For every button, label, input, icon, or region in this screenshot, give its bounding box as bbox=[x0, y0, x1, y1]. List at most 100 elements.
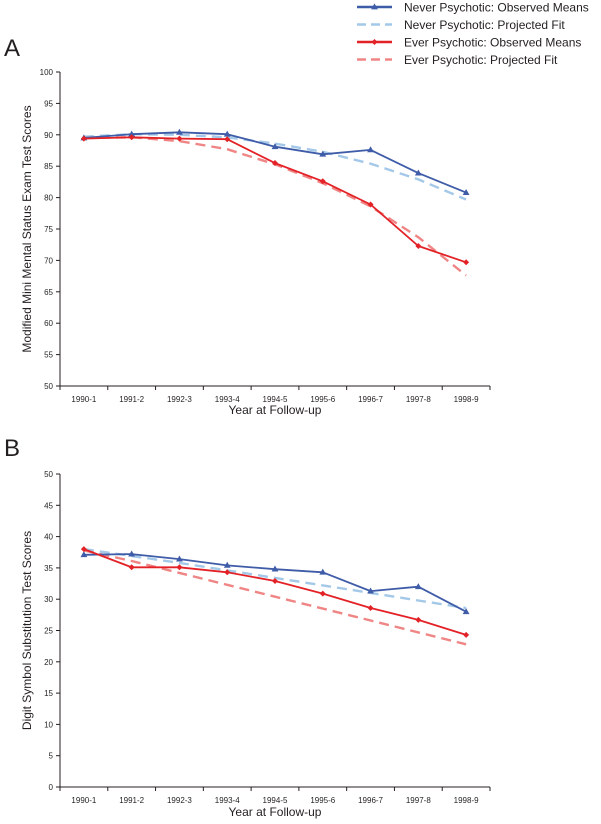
y-tick-label: 85 bbox=[44, 162, 53, 171]
data-point bbox=[80, 546, 87, 553]
y-tick-label: 70 bbox=[44, 256, 53, 265]
legend-label: Never Psychotic: Projected Fit bbox=[404, 18, 565, 32]
legend-label: Ever Psychotic: Projected Fit bbox=[404, 53, 558, 67]
x-tick-label: 1991-2 bbox=[119, 395, 144, 404]
x-axis-title: Year at Follow-up bbox=[229, 403, 322, 417]
y-tick-label: 45 bbox=[44, 501, 53, 510]
series-ever-psychotic-observed-means bbox=[80, 546, 470, 638]
y-tick-label: 75 bbox=[44, 225, 53, 234]
data-point bbox=[414, 169, 422, 176]
x-tick-label: 1997-8 bbox=[406, 395, 431, 404]
data-point bbox=[367, 146, 374, 153]
x-tick-label: 1997-8 bbox=[406, 796, 431, 805]
y-axis-title: Digit Symbol Substitution Test Scores bbox=[20, 531, 34, 730]
series-ever-psychotic-observed-means bbox=[80, 134, 470, 266]
series-never-psychotic-projected-fit bbox=[83, 132, 467, 201]
series-line bbox=[83, 548, 467, 636]
y-tick-label: 30 bbox=[44, 595, 53, 604]
y-tick-label: 60 bbox=[44, 319, 53, 328]
x-tick-label: 1998-9 bbox=[454, 395, 479, 404]
y-tick-label: 50 bbox=[44, 382, 53, 391]
data-point bbox=[128, 564, 135, 571]
x-tick-label: 1995-6 bbox=[310, 796, 335, 805]
series-ever-psychotic-projected-fit bbox=[83, 136, 467, 277]
data-point bbox=[223, 561, 231, 568]
data-point bbox=[415, 242, 422, 249]
data-point bbox=[272, 160, 278, 167]
x-tick-label: 1990-1 bbox=[71, 395, 96, 404]
data-point bbox=[176, 128, 183, 135]
data-point bbox=[128, 134, 135, 141]
panel-label: A bbox=[4, 35, 20, 62]
legend-item-ever-psychotic-observed-means: Ever Psychotic: Observed Means bbox=[357, 36, 581, 50]
data-point bbox=[223, 130, 231, 137]
data-point bbox=[80, 135, 87, 142]
y-tick-label: 55 bbox=[44, 351, 53, 360]
data-point bbox=[319, 178, 326, 185]
y-tick-label: 40 bbox=[44, 533, 53, 542]
series-line bbox=[83, 549, 467, 646]
y-axis-title: Modified Mini Mental Status Exam Test Sc… bbox=[20, 105, 34, 352]
data-point bbox=[271, 143, 279, 150]
y-tick-label: 50 bbox=[44, 470, 53, 479]
x-axis-title: Year at Follow-up bbox=[229, 805, 322, 819]
legend-swatch-marker bbox=[371, 3, 378, 10]
x-tick-label: 1991-2 bbox=[119, 796, 144, 805]
y-tick-label: 15 bbox=[44, 689, 53, 698]
data-point bbox=[463, 259, 470, 266]
data-point bbox=[367, 587, 374, 594]
y-tick-label: 65 bbox=[44, 288, 53, 297]
series-line bbox=[83, 136, 467, 277]
x-tick-label: 1994-5 bbox=[263, 796, 288, 805]
data-point bbox=[176, 555, 183, 562]
legend-label: Never Psychotic: Observed Means bbox=[404, 1, 589, 15]
x-tick-label: 1994-5 bbox=[263, 395, 288, 404]
y-tick-label: 20 bbox=[44, 658, 53, 667]
data-point bbox=[80, 551, 88, 558]
series-line bbox=[83, 136, 467, 264]
data-point bbox=[128, 550, 136, 557]
data-point bbox=[224, 136, 231, 143]
series-line bbox=[83, 132, 467, 201]
x-tick-label: 1992-3 bbox=[167, 395, 192, 404]
legend-item-never-psychotic-observed-means: Never Psychotic: Observed Means bbox=[357, 1, 589, 15]
data-point bbox=[463, 631, 470, 638]
x-tick-label: 1996-7 bbox=[358, 796, 383, 805]
data-point bbox=[367, 604, 374, 611]
y-tick-label: 90 bbox=[44, 131, 53, 140]
x-tick-label: 1993-4 bbox=[215, 395, 240, 404]
data-point bbox=[176, 564, 183, 571]
legend-item-never-psychotic-projected-fit: Never Psychotic: Projected Fit bbox=[357, 18, 565, 32]
data-point bbox=[462, 608, 470, 615]
y-tick-label: 80 bbox=[44, 194, 53, 203]
series-never-psychotic-projected-fit bbox=[83, 547, 467, 610]
y-tick-label: 0 bbox=[49, 783, 54, 792]
legend-swatch-marker bbox=[371, 39, 378, 45]
y-tick-label: 5 bbox=[49, 752, 54, 761]
x-tick-label: 1990-1 bbox=[71, 796, 96, 805]
y-tick-label: 25 bbox=[44, 627, 53, 636]
data-point bbox=[319, 568, 327, 575]
x-tick-label: 1993-4 bbox=[215, 796, 240, 805]
legend-item-ever-psychotic-projected-fit: Ever Psychotic: Projected Fit bbox=[357, 53, 558, 67]
data-point bbox=[415, 616, 422, 623]
panel-label: B bbox=[4, 435, 20, 462]
y-tick-label: 35 bbox=[44, 564, 53, 573]
y-tick-label: 95 bbox=[44, 99, 53, 108]
data-point bbox=[414, 583, 422, 590]
legend: Never Psychotic: Observed Means Never Psy… bbox=[357, 1, 589, 67]
series-ever-psychotic-projected-fit bbox=[83, 549, 467, 646]
data-point bbox=[367, 201, 374, 208]
y-tick-label: 10 bbox=[44, 720, 53, 729]
y-tick-label: 100 bbox=[40, 68, 54, 77]
series-line bbox=[83, 547, 467, 610]
data-point bbox=[224, 569, 231, 576]
data-point bbox=[128, 130, 136, 137]
data-point bbox=[272, 578, 278, 585]
data-point bbox=[319, 150, 327, 157]
series-never-psychotic-observed-means bbox=[80, 550, 470, 615]
data-point bbox=[319, 590, 326, 597]
panel-b: B 0 5 10 15 20 25 30 35 40 45 50 1990-1 1991-2 1992-3 1… bbox=[4, 435, 491, 819]
data-point bbox=[271, 565, 279, 572]
